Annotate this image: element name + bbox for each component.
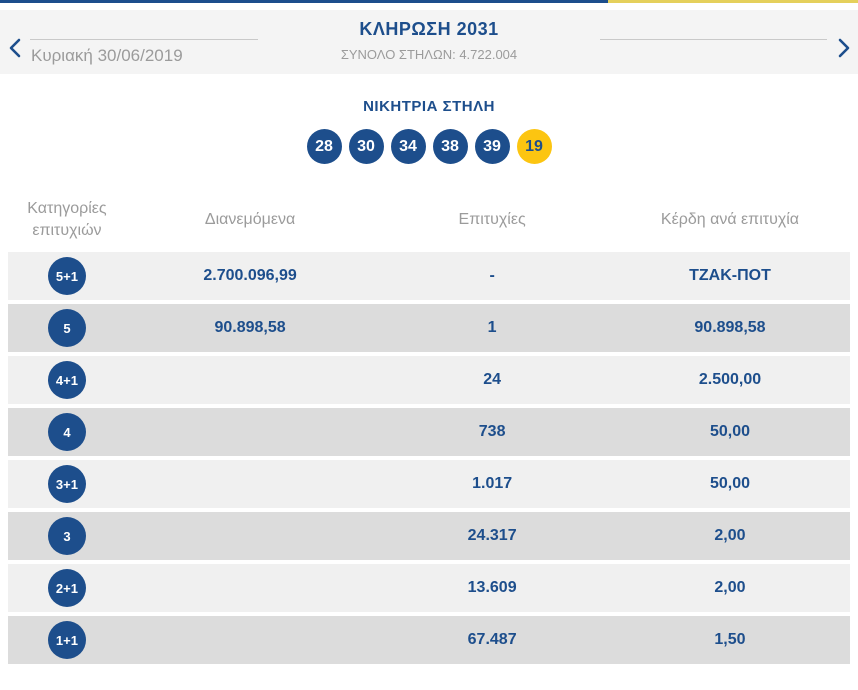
table-row: 2+1 13.609 2,00 [8, 564, 850, 612]
results-table-header: Κατηγορίες επιτυχιών Διανεμόμενα Επιτυχί… [8, 188, 850, 252]
category-cell: 5+1 [8, 257, 126, 295]
draw-header-center: ΚΛΗΡΩΣΗ 2031 ΣΥΝΟΛΟ ΣΤΗΛΩΝ: 4.722.004 [0, 10, 858, 62]
winnings-value: 2,00 [714, 527, 746, 544]
category-badge: 4 [47, 413, 86, 451]
winning-number-ball: 38 [432, 129, 468, 164]
column-header-successes: Επιτυχίες [458, 211, 526, 229]
category-cell: 3 [8, 517, 126, 555]
winning-column-title: ΝΙΚΗΤΡΙΑ ΣΤΗΛΗ [363, 98, 495, 115]
winning-number-ball: 34 [390, 129, 426, 164]
winnings-value: 50,00 [709, 423, 750, 440]
category-badge: 4+1 [47, 361, 86, 399]
successes-value: 1 [487, 319, 497, 336]
column-header-distributed: Διανεμόμενα [204, 211, 296, 229]
winnings-value: 1,50 [714, 631, 746, 648]
results-table-body: 5+1 2.700.096,99 - ΤΖΑΚ-ΠΟΤ 5 90.898,58 … [8, 252, 850, 664]
table-row: 5 90.898,58 1 90.898,58 [8, 304, 850, 352]
successes-value: 67.487 [467, 631, 517, 648]
winnings-value: 90.898,58 [694, 319, 766, 336]
successes-value: 738 [478, 423, 506, 440]
category-cell: 3+1 [8, 465, 126, 503]
table-row: 1+1 67.487 1,50 [8, 616, 850, 664]
bonus-number-ball: 19 [516, 129, 552, 164]
chevron-right-icon [838, 38, 850, 58]
column-header-categories: Κατηγορίες επιτυχιών [27, 200, 107, 239]
draw-title: ΚΛΗΡΩΣΗ 2031 [359, 19, 499, 39]
table-row: 4 738 50,00 [8, 408, 850, 456]
category-cell: 1+1 [8, 621, 126, 659]
category-cell: 4 [8, 413, 126, 451]
successes-value: 13.609 [467, 579, 517, 596]
header-divider-left [30, 39, 258, 40]
winnings-value: 50,00 [709, 475, 750, 492]
top-strip-yellow-segment [608, 0, 858, 3]
table-row: 5+1 2.700.096,99 - ΤΖΑΚ-ΠΟΤ [8, 252, 850, 300]
top-accent-strip [0, 0, 858, 3]
winning-number-ball: 30 [348, 129, 384, 164]
draw-header: Κυριακή 30/06/2019 ΚΛΗΡΩΣΗ 2031 ΣΥΝΟΛΟ Σ… [0, 10, 858, 74]
category-badge: 3 [47, 517, 86, 555]
total-columns-label: ΣΥΝΟΛΟ ΣΤΗΛΩΝ: 4.722.004 [340, 47, 518, 62]
table-row: 3 24.317 2,00 [8, 512, 850, 560]
category-badge: 5+1 [47, 257, 86, 295]
table-row: 4+1 24 2.500,00 [8, 356, 850, 404]
chevron-left-icon [9, 38, 21, 58]
results-table: Κατηγορίες επιτυχιών Διανεμόμενα Επιτυχί… [8, 188, 850, 664]
successes-value: 24.317 [467, 527, 517, 544]
table-row: 3+1 1.017 50,00 [8, 460, 850, 508]
distributed-value: 2.700.096,99 [203, 267, 297, 284]
next-draw-button[interactable] [835, 37, 853, 59]
winnings-value: ΤΖΑΚ-ΠΟΤ [689, 267, 771, 284]
successes-value: - [489, 267, 495, 284]
winning-number-ball: 39 [474, 129, 510, 164]
category-cell: 2+1 [8, 569, 126, 607]
category-badge: 5 [47, 309, 86, 347]
top-strip-blue-segment [0, 0, 609, 3]
winning-numbers: 28 30 34 38 39 19 [0, 129, 858, 164]
distributed-value: 90.898,58 [214, 319, 286, 336]
header-divider-right [600, 39, 827, 40]
draw-date: Κυριακή 30/06/2019 [31, 46, 183, 65]
category-badge: 2+1 [47, 569, 86, 607]
previous-draw-button[interactable] [6, 37, 24, 59]
category-cell: 5 [8, 309, 126, 347]
winnings-value: 2,00 [714, 579, 746, 596]
successes-value: 24 [483, 371, 502, 388]
winnings-value: 2.500,00 [698, 371, 762, 388]
category-badge: 1+1 [47, 621, 86, 659]
winning-number-ball: 28 [306, 129, 342, 164]
successes-value: 1.017 [472, 475, 513, 492]
column-header-winnings: Κέρδη ανά επιτυχία [660, 211, 800, 229]
category-cell: 4+1 [8, 361, 126, 399]
category-badge: 3+1 [47, 465, 86, 503]
